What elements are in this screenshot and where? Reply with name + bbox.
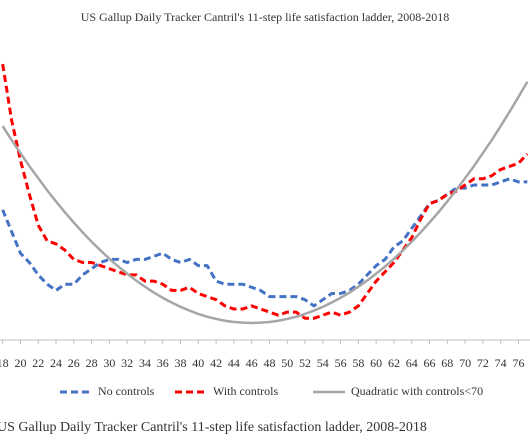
x-tick-label: 22 [32, 356, 44, 370]
x-tick-label: 56 [335, 356, 347, 370]
x-tick-label: 40 [192, 356, 204, 370]
legend-label: Quadratic with controls<70 [351, 384, 483, 398]
series-line [1, 63, 529, 320]
x-tick-label: 50 [281, 356, 293, 370]
x-tick-label: 62 [388, 356, 400, 370]
x-tick-label: 36 [157, 356, 169, 370]
x-tick-label: 44 [228, 356, 240, 370]
chart-title: US Gallup Daily Tracker Cantril's 11-ste… [81, 10, 450, 24]
x-tick-label: 70 [459, 356, 471, 370]
x-tick-label: 28 [86, 356, 98, 370]
x-tick-label: 20 [14, 356, 26, 370]
x-tick-label: 52 [299, 356, 311, 370]
x-tick-label: 48 [263, 356, 275, 370]
x-tick-label: 46 [246, 356, 258, 370]
legend-label: With controls [213, 384, 279, 398]
x-tick-label: 26 [68, 356, 80, 370]
x-tick-label: 54 [317, 356, 329, 370]
x-tick-label: 38 [175, 356, 187, 370]
legend-label: No controls [98, 384, 155, 398]
x-tick-label: 42 [210, 356, 222, 370]
x-tick-label: 32 [121, 356, 133, 370]
x-tick-label: 60 [370, 356, 382, 370]
caption: US Gallup Daily Tracker Cantril's 11-ste… [0, 420, 427, 435]
x-tick-label: 18 [0, 356, 9, 370]
series-line [1, 81, 529, 325]
x-tick-label: 68 [441, 356, 453, 370]
x-tick-label: 76 [512, 356, 524, 370]
x-tick-label: 30 [103, 356, 115, 370]
x-tick-label: 74 [495, 356, 507, 370]
x-tick-label: 24 [50, 356, 62, 370]
x-tick-label: 58 [352, 356, 364, 370]
x-tick-label: 66 [424, 356, 436, 370]
series-line [1, 177, 528, 308]
x-tick-label: 34 [139, 356, 151, 370]
plot-area [1, 63, 529, 325]
x-tick-label: 64 [406, 356, 418, 370]
x-tick-label: 72 [477, 356, 489, 370]
